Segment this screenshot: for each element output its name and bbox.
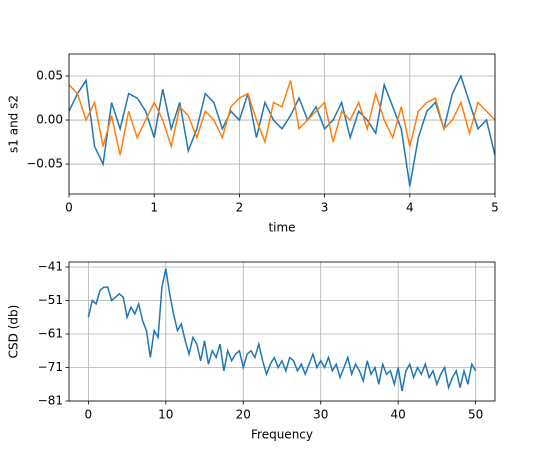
x-tick-label: 0 xyxy=(85,408,93,422)
x-tick-label: 40 xyxy=(391,408,406,422)
y-tick-label: −61 xyxy=(38,327,63,341)
y-tick-label: −71 xyxy=(38,360,63,374)
y-tick-label: −0.05 xyxy=(26,157,63,171)
x-axis-label: Frequency xyxy=(251,428,313,442)
x-tick-label: 1 xyxy=(150,201,158,215)
y-tick-label: −51 xyxy=(38,293,63,307)
line-series xyxy=(69,73,495,187)
y-axis-label: CSD (db) xyxy=(7,305,21,359)
axes-frame xyxy=(68,53,496,195)
x-tick-label: 10 xyxy=(158,408,173,422)
y-axis-label: s1 and s2 xyxy=(7,95,21,153)
x-tick-label: 2 xyxy=(236,201,244,215)
x-axis-label: time xyxy=(268,221,295,235)
x-tick-label: 4 xyxy=(406,201,414,215)
line-series xyxy=(87,268,477,392)
x-tick-label: 20 xyxy=(236,408,251,422)
axes-frame xyxy=(68,261,496,402)
x-tick-label: 30 xyxy=(313,408,328,422)
axes: −81 −71 −61 −51 −41 0 10 20 30 40 50 Frequency CSD (… xyxy=(7,260,496,442)
line-series xyxy=(69,80,495,156)
y-tick-label: −81 xyxy=(38,394,63,408)
x-tick-label: 50 xyxy=(468,408,483,422)
y-tick-label: −41 xyxy=(38,260,63,274)
x-tick-label: 5 xyxy=(491,201,499,215)
y-tick-label: 0.05 xyxy=(36,69,63,83)
axes: −0.05 0.00 0.05 0 1 2 3 4 5 time s1 and s2 xyxy=(7,53,499,235)
x-tick-label: 0 xyxy=(65,201,73,215)
x-tick-label: 3 xyxy=(321,201,329,215)
y-tick-label: 0.00 xyxy=(36,113,63,127)
